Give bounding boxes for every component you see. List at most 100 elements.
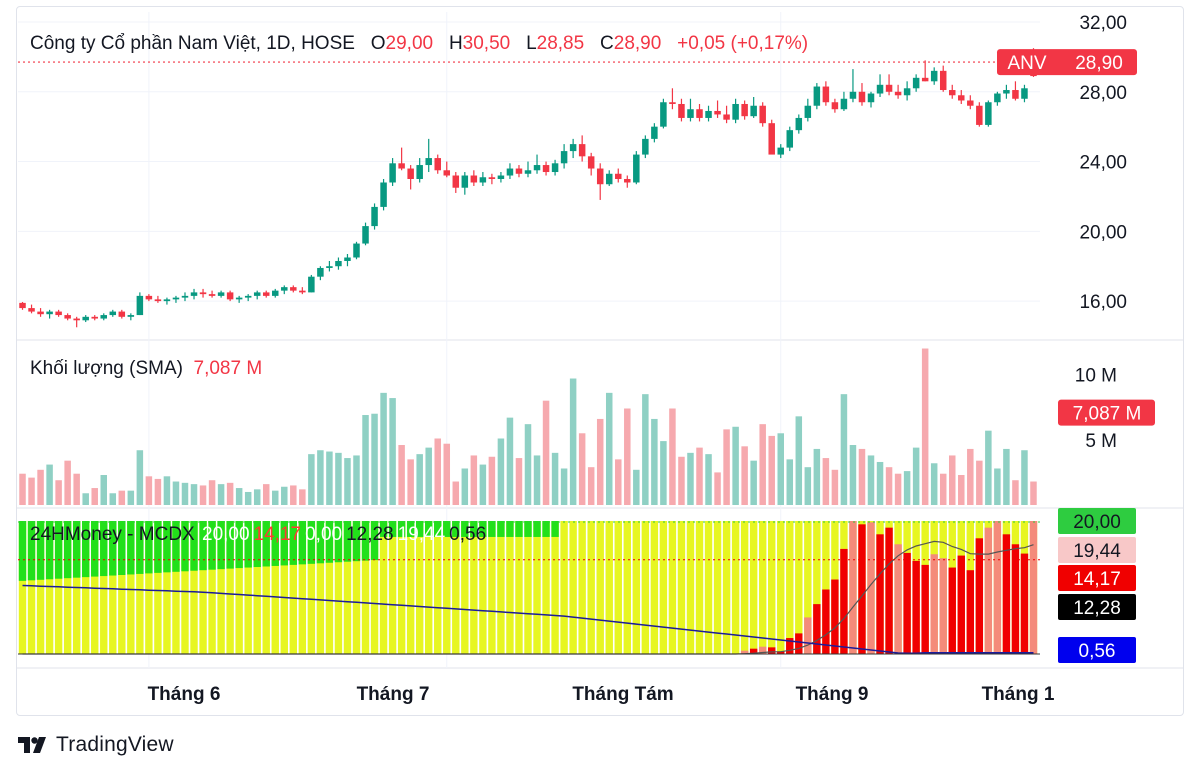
mcdx-green-bar [361,521,370,561]
volume-bar [181,482,189,505]
candle-body [28,308,35,312]
mcdx-retail-bar [36,521,45,654]
chart-frame[interactable] [16,6,1184,716]
mcdx-green-bar [298,521,307,565]
candle-body [172,297,180,300]
mcdx-green-bar [181,521,189,572]
mcdx-green-bar [506,521,514,537]
mcdx-retail-bar [768,521,776,654]
price-tag-value: 28,90 [1075,53,1123,74]
mcdx-retail-bar [804,521,812,654]
mcdx-retail-bar [343,521,352,654]
candle-body [371,206,378,227]
price-tick-label: 20,00 [1079,222,1127,243]
mcdx-retail-bar [506,521,514,654]
mcdx-green-bar [271,521,279,566]
mcdx-retail-bar [271,521,279,654]
mcdx-retail-bar [127,521,135,654]
volume-bar [921,348,929,505]
volume-bar [1021,450,1028,505]
volume-bar [894,473,902,505]
high-value: 30,50 [462,33,511,54]
volume-bar [867,455,875,505]
volume-bar [858,448,866,505]
mcdx-banker-bar [758,646,767,654]
mcdx-green-bar [54,521,63,579]
mcdx-green-bar [370,521,379,561]
candle-body [705,110,712,118]
mcdx-green-bar [235,521,243,569]
mcdx-retail-bar [614,521,622,654]
price-tag-bg [997,49,1137,76]
candle-body [389,163,396,183]
mcdx-retail-bar [641,521,650,654]
mcdx-retail-bar [452,521,460,654]
mcdx-retail-bar [587,521,595,654]
mcdx-green-bar [488,521,496,537]
candle-body [948,90,956,96]
candle-body [82,316,89,321]
tradingview-logo-icon [18,737,46,753]
candle-body [55,311,62,316]
mcdx-retail-bar [596,521,604,654]
mcdx-retail-bar [100,521,108,654]
mcdx-green-bar [388,521,397,537]
candle-body [244,295,252,298]
volume-bar [55,480,62,505]
volume-bar [452,481,460,505]
volume-bar [976,460,983,505]
mcdx-banker-bar [975,538,984,654]
mcdx-banker-bar [867,522,875,654]
mcdx-retail-bar [695,521,704,654]
volume-bar [407,459,414,505]
volume-bar [813,448,821,505]
mcdx-green-bar [163,521,171,573]
mcdx-banker-bar [777,651,785,654]
volume-bar [994,468,1001,505]
volume-bar [759,424,766,505]
volume-bar [506,417,514,505]
mcdx-banker-bar [912,560,920,654]
tradingview-footer[interactable]: TradingView [18,733,174,757]
candle-body [714,110,721,115]
candle-body [1003,90,1010,94]
candle-body [985,102,992,125]
mcdx-banker-bar [831,579,839,654]
volume-bar [253,489,261,505]
mcdx-retail-bar [262,521,270,654]
candle-body [831,102,839,110]
mcdx-banker-bar [804,617,812,654]
mcdx-retail-bar [605,521,613,654]
mcdx-green-bar [91,521,99,577]
volume-bar [362,415,369,505]
mcdx-retail-bar [713,521,722,654]
candle-body [199,292,207,295]
candle-body [443,170,451,176]
mcdx-retail-bar [244,521,252,654]
volume-bar [831,469,839,505]
volume-tick-label: 5 M [1085,431,1117,452]
mcdx-retail-bar [235,521,243,654]
candle-body [127,315,135,317]
mcdx-banker-bar [894,544,902,654]
volume-bar [172,481,180,505]
candle-body [696,109,703,118]
candle-body [434,158,441,171]
mcdx-axis-tag-bg [1058,594,1136,620]
volume-bar [560,468,568,505]
volume-bar [605,392,613,505]
volume-bar [795,416,803,505]
mcdx-banker-bar [786,638,794,654]
candle-body [452,175,460,188]
candle-body [118,311,126,317]
volume-bar [100,475,108,505]
candle-body [876,84,884,94]
mcdx-green-bar [452,521,460,537]
volume-bar [335,452,342,505]
mcdx-legend-value: 20,00 [202,524,250,545]
candle-body [669,102,676,104]
chart-canvas[interactable]: 32,00 28,00 24,00 20,00 16,00 ANV 28,90 10 M 5 M… [0,0,1200,720]
volume-bar [398,445,405,505]
mcdx-retail-bar [370,521,379,654]
mcdx-retail-bar [542,521,550,654]
